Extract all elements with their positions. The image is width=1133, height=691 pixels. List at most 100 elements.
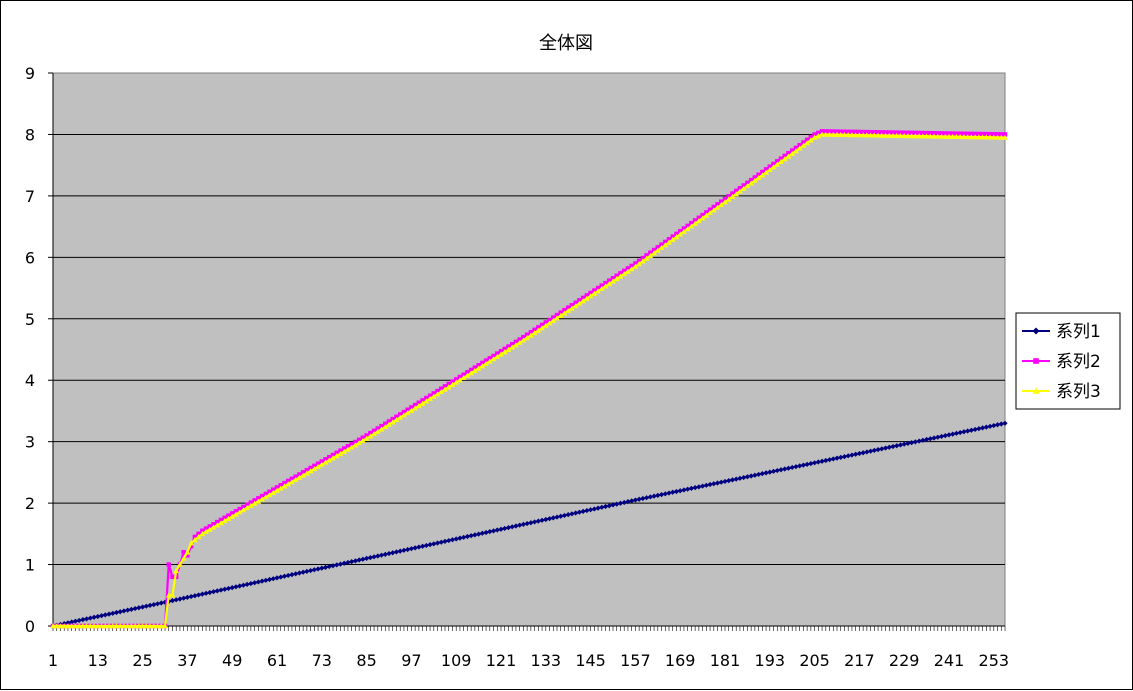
series-point: [438, 539, 444, 545]
x-tick-label: 133: [531, 651, 562, 670]
series-point: [644, 253, 649, 258]
series-point: [300, 470, 306, 475]
series-point: [950, 431, 956, 437]
series-point: [277, 485, 284, 491]
series-point: [368, 430, 373, 436]
series-point: [587, 293, 594, 299]
series-point: [886, 444, 892, 450]
series-point: [584, 295, 590, 301]
series-point: [207, 526, 213, 532]
series-point: [909, 440, 915, 446]
series-point: [573, 300, 578, 306]
series-point: [345, 446, 351, 452]
series-point: [472, 367, 478, 373]
series-point: [393, 549, 400, 555]
series-point: [450, 379, 455, 384]
series-point: [998, 134, 1005, 140]
series-point: [181, 595, 187, 601]
series-point: [188, 543, 194, 549]
series-point: [461, 372, 466, 377]
y-tick-label: 1: [25, 556, 35, 575]
series-point: [935, 434, 941, 440]
y-tick-label: 6: [25, 248, 35, 267]
series-point: [987, 131, 993, 137]
series-point: [886, 132, 893, 138]
series-point: [789, 150, 795, 156]
series-point: [744, 474, 750, 480]
series-point: [487, 356, 493, 361]
series-point: [632, 497, 638, 503]
series-point: [767, 469, 773, 475]
series-point: [651, 247, 657, 253]
series-point: [640, 495, 646, 502]
series-point: [685, 223, 690, 229]
series-point: [166, 562, 171, 567]
series-point: [852, 132, 859, 138]
y-tick-label: 5: [25, 310, 35, 329]
series-point: [546, 516, 553, 522]
series-point: [995, 132, 1000, 137]
series-point: [352, 558, 358, 564]
series-point: [464, 533, 470, 540]
series-point: [434, 540, 441, 546]
series-point: [539, 517, 545, 523]
series-point: [760, 169, 765, 175]
series-point: [965, 131, 970, 137]
series-point: [364, 433, 369, 438]
series-point: [980, 425, 986, 431]
series-point: [688, 223, 695, 229]
series-point: [539, 325, 545, 331]
series-point: [128, 606, 134, 612]
series-point: [431, 391, 437, 396]
x-tick-label: 157: [620, 651, 651, 670]
series-point: [390, 416, 395, 422]
series-point: [606, 280, 613, 286]
series-point: [532, 519, 538, 525]
series-point: [308, 567, 314, 574]
series-point: [158, 623, 165, 629]
series-point: [890, 443, 896, 450]
series-point: [267, 489, 272, 495]
x-tick-label: 1: [48, 651, 58, 670]
x-tick-label: 25: [132, 651, 152, 670]
series-point: [729, 193, 736, 199]
series-point: [558, 310, 563, 315]
series-point: [169, 598, 176, 604]
series-point: [397, 412, 403, 417]
series-point: [199, 531, 206, 537]
series-point: [401, 412, 407, 418]
series-point: [961, 134, 967, 140]
series-point: [827, 129, 832, 134]
series-point: [752, 175, 758, 180]
series-point: [416, 403, 422, 409]
series-point: [931, 435, 937, 441]
series-point: [521, 334, 526, 340]
legend-marker: [1032, 387, 1040, 394]
series-point: [416, 400, 422, 405]
series-point: [121, 623, 127, 629]
series-point: [225, 585, 232, 592]
series-point: [87, 623, 94, 629]
series-point: [591, 506, 597, 512]
series-point: [703, 212, 710, 218]
series-point: [259, 578, 265, 584]
series-point: [841, 132, 848, 138]
series-point: [255, 498, 262, 504]
series-point: [722, 199, 728, 205]
series-point: [987, 423, 993, 429]
series-point: [210, 524, 217, 530]
series-point: [480, 360, 485, 366]
series-point: [259, 496, 265, 502]
series-point: [237, 506, 242, 512]
series-point: [535, 518, 541, 524]
series-point: [883, 130, 888, 135]
series-point: [942, 433, 948, 439]
series-point: [509, 524, 515, 530]
series-point: [804, 137, 810, 143]
series-point: [946, 131, 952, 136]
series-point: [487, 529, 493, 535]
series-point: [935, 133, 941, 139]
series-point: [640, 255, 646, 261]
series-point: [460, 374, 467, 380]
series-layer: [50, 129, 1008, 629]
